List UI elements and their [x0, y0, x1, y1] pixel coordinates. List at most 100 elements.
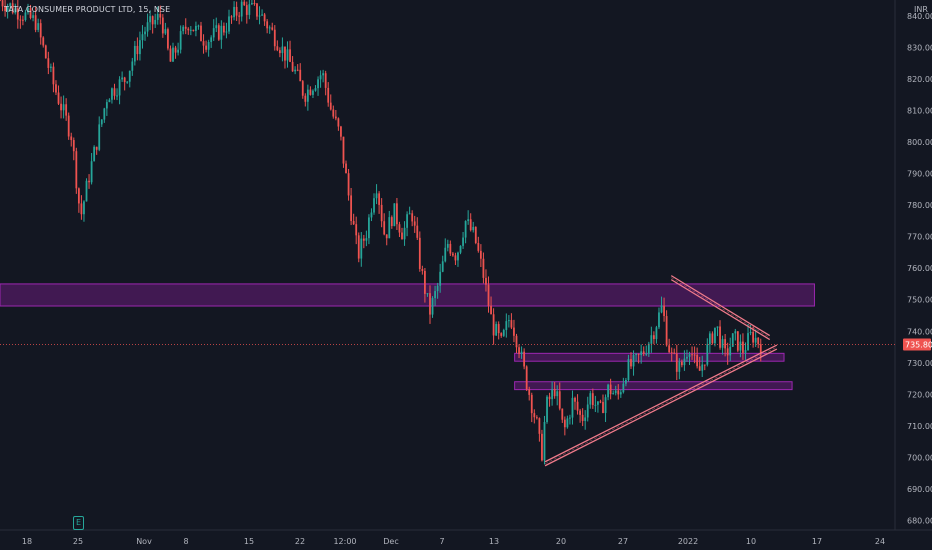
candle-body — [408, 213, 411, 215]
candle-body — [256, 3, 258, 17]
trendline[interactable] — [670, 275, 771, 337]
candle-body — [627, 359, 630, 380]
candle-body — [449, 243, 452, 254]
candle-body — [179, 31, 182, 50]
candle-body — [515, 335, 518, 348]
candle-body — [660, 305, 663, 313]
candle-body — [383, 221, 386, 235]
candle-body — [752, 331, 755, 343]
y-tick-label: 720.00 — [907, 390, 932, 399]
candle-body — [340, 126, 342, 137]
candle-body — [284, 46, 286, 61]
candle-body — [635, 354, 637, 356]
candle-body — [210, 37, 213, 42]
candle-body — [406, 214, 408, 228]
candle-body — [217, 25, 220, 40]
candle-body — [548, 396, 551, 400]
candle-body — [418, 237, 421, 269]
candle-body — [451, 253, 454, 256]
current-price-badge — [903, 338, 931, 351]
candle-body — [276, 46, 279, 51]
candle-body — [421, 268, 424, 271]
candle-body — [151, 16, 154, 25]
candle-body — [309, 89, 312, 95]
candle-body — [192, 29, 195, 32]
candle-body — [362, 238, 365, 241]
candle-body — [273, 29, 276, 47]
candle-body — [222, 25, 225, 33]
y-tick-label: 760.00 — [907, 264, 932, 273]
candle-body — [90, 161, 93, 183]
candle-body — [742, 341, 744, 353]
candle-body — [502, 330, 505, 336]
candle-body — [711, 333, 714, 344]
candle-body — [80, 203, 83, 215]
candle-body — [105, 102, 108, 109]
candle-body — [187, 28, 190, 31]
trendline[interactable] — [670, 279, 771, 341]
support-resistance-zone[interactable] — [514, 352, 785, 362]
candle-body — [207, 41, 210, 50]
candle-body — [454, 255, 457, 261]
candle-body — [691, 354, 693, 356]
candle-body — [574, 397, 576, 402]
candle-body — [464, 221, 467, 238]
candle-body — [569, 417, 571, 419]
earnings-marker-icon[interactable]: E — [73, 516, 84, 530]
trendline-center — [671, 277, 770, 338]
x-tick-label: 17 — [812, 537, 822, 546]
currency-label: INR — [914, 5, 928, 14]
x-tick-label: 18 — [22, 537, 32, 546]
candle-body — [736, 331, 739, 351]
candle-body — [576, 401, 579, 411]
candle-body — [14, 8, 17, 13]
candle-body — [754, 337, 757, 343]
candle-body — [118, 79, 121, 96]
candle-body — [263, 14, 266, 22]
candle-body — [680, 361, 683, 366]
candle-body — [159, 13, 162, 18]
candle-body — [243, 1, 246, 6]
candle-body — [60, 103, 62, 111]
candle-body — [609, 384, 612, 395]
candle-body — [378, 193, 381, 205]
candle-body — [144, 31, 146, 35]
candle-body — [518, 347, 520, 355]
candle-body — [360, 238, 363, 259]
candle-body — [619, 392, 622, 395]
candle-body — [370, 212, 373, 218]
trendline[interactable] — [544, 344, 778, 463]
candle-body — [439, 271, 442, 286]
candle-body — [156, 13, 159, 20]
candle-body — [424, 270, 426, 294]
candle-body — [602, 402, 604, 413]
x-tick-label: 12:00 — [333, 537, 356, 546]
y-tick-label: 740.00 — [907, 327, 932, 336]
support-resistance-zone[interactable] — [0, 283, 815, 307]
support-resistance-zone[interactable] — [514, 381, 793, 391]
candle-body — [642, 351, 645, 354]
candle-body — [665, 316, 668, 346]
candle-body — [675, 353, 678, 372]
candle-body — [413, 221, 416, 226]
candle-body — [261, 14, 263, 16]
candle-body — [9, 3, 12, 7]
candle-body — [268, 27, 271, 29]
candle-body — [563, 419, 566, 428]
candle-body — [253, 3, 256, 5]
candle-body — [352, 221, 355, 225]
candle-body — [457, 252, 459, 261]
candle-body — [34, 15, 37, 30]
candle-body — [342, 136, 345, 164]
candle-body — [485, 277, 487, 285]
candle-body — [200, 25, 202, 42]
candle-body — [375, 193, 378, 199]
candle-body — [645, 353, 648, 355]
candle-body — [314, 88, 317, 91]
candle-body — [530, 394, 533, 414]
trendline[interactable] — [544, 348, 778, 467]
candle-body — [380, 204, 383, 222]
candle-body — [630, 359, 632, 367]
candle-body — [365, 238, 368, 241]
